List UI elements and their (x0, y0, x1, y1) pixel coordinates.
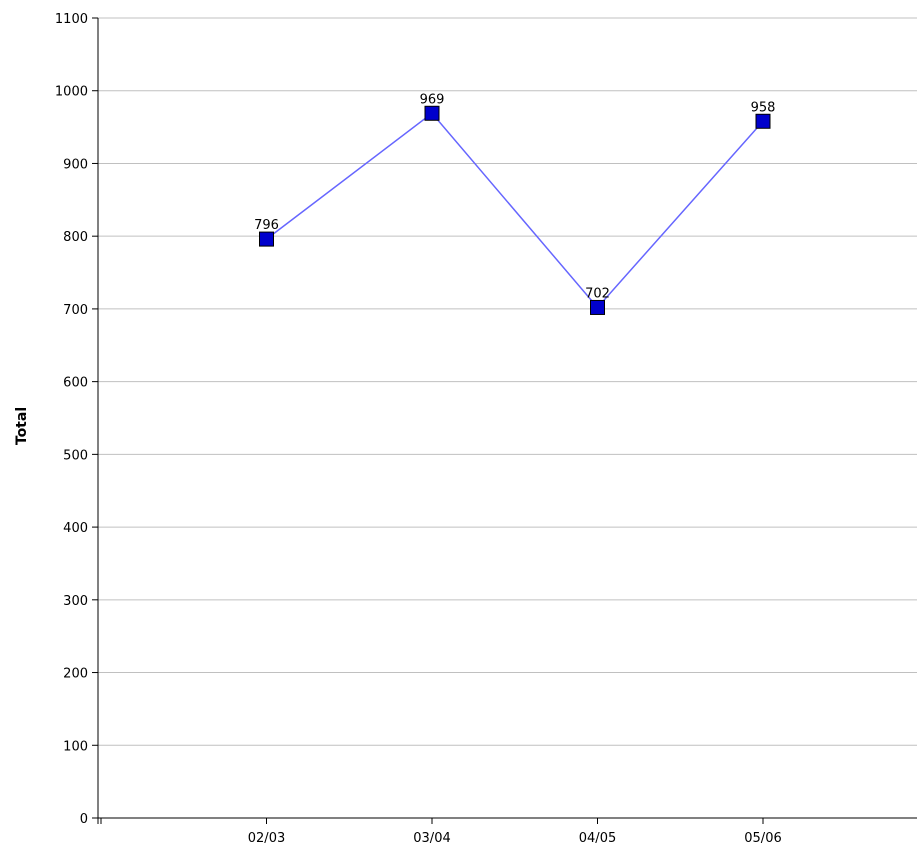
x-tick-label: 05/06 (744, 831, 781, 846)
data-label: 796 (254, 218, 279, 233)
data-label: 702 (585, 286, 610, 301)
y-tick-label: 200 (63, 667, 88, 682)
y-tick-label: 600 (63, 376, 88, 391)
data-point-marker (590, 299, 605, 315)
y-tick-label: 100 (63, 739, 88, 754)
data-label: 969 (420, 92, 445, 107)
x-axis-ticks: 02/03 03/04 04/05 05/06 (100, 818, 782, 846)
data-point-marker (755, 113, 771, 129)
axes (97, 18, 917, 824)
data-point-marker (424, 105, 440, 121)
y-tick-label: 300 (63, 594, 88, 609)
y-tick-label: 400 (63, 521, 88, 536)
y-axis-ticks: 0 100 200 300 400 500 600 700 800 900 1000 1100 (55, 12, 98, 827)
y-tick-label: 800 (63, 230, 88, 245)
y-tick-label: 1100 (55, 12, 88, 27)
x-tick-label: 02/03 (248, 831, 285, 846)
y-tick-label: 900 (63, 157, 88, 172)
series-line (266, 112, 764, 309)
y-axis-title: Total (14, 407, 30, 445)
y-tick-label: 700 (63, 303, 88, 318)
x-tick-label: 03/04 (413, 831, 450, 846)
y-tick-label: 0 (80, 812, 88, 827)
grid-lines (98, 17, 917, 746)
x-tick-label: 04/05 (579, 831, 616, 846)
series-layer: 796 969 702 958 (254, 92, 776, 315)
y-tick-label: 500 (63, 448, 88, 463)
data-point-marker (259, 231, 274, 247)
data-label: 958 (751, 100, 776, 115)
y-tick-label: 1000 (55, 85, 88, 100)
